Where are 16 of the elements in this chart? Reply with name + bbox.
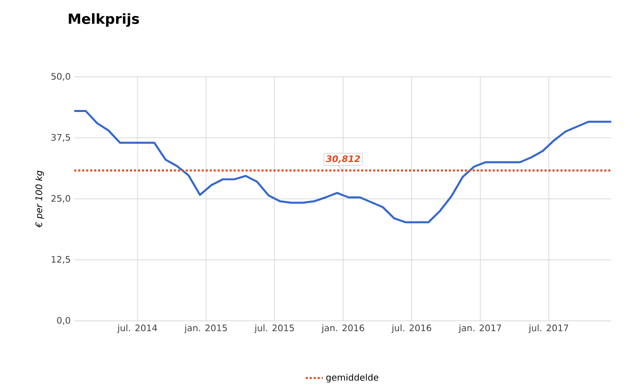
y-axis-title: € per 100 kg [35,170,44,228]
x-tick-label: jan. 2017 [458,324,502,333]
legend-label: gemiddelde [326,374,378,382]
x-tick-label: jan. 2016 [321,324,364,333]
y-tick-label: 37,5 [51,134,70,142]
annotation: 30,812 [326,155,360,164]
x-tick-label: jul. 2017 [528,324,568,333]
y-tick-label: 50,0 [51,72,70,81]
x-tick-label: jul. 2015 [254,324,294,333]
chart-title: Melkprijs [68,13,139,27]
y-tick-label: 0,0 [57,316,70,325]
x-tick-label: jul. 2014 [117,324,158,333]
y-tick-label: 25,0 [51,194,70,203]
x-tick-label: jan. 2015 [184,324,227,333]
y-tick-label: 12,5 [52,256,70,264]
x-tick-label: jul. 2016 [391,324,432,333]
